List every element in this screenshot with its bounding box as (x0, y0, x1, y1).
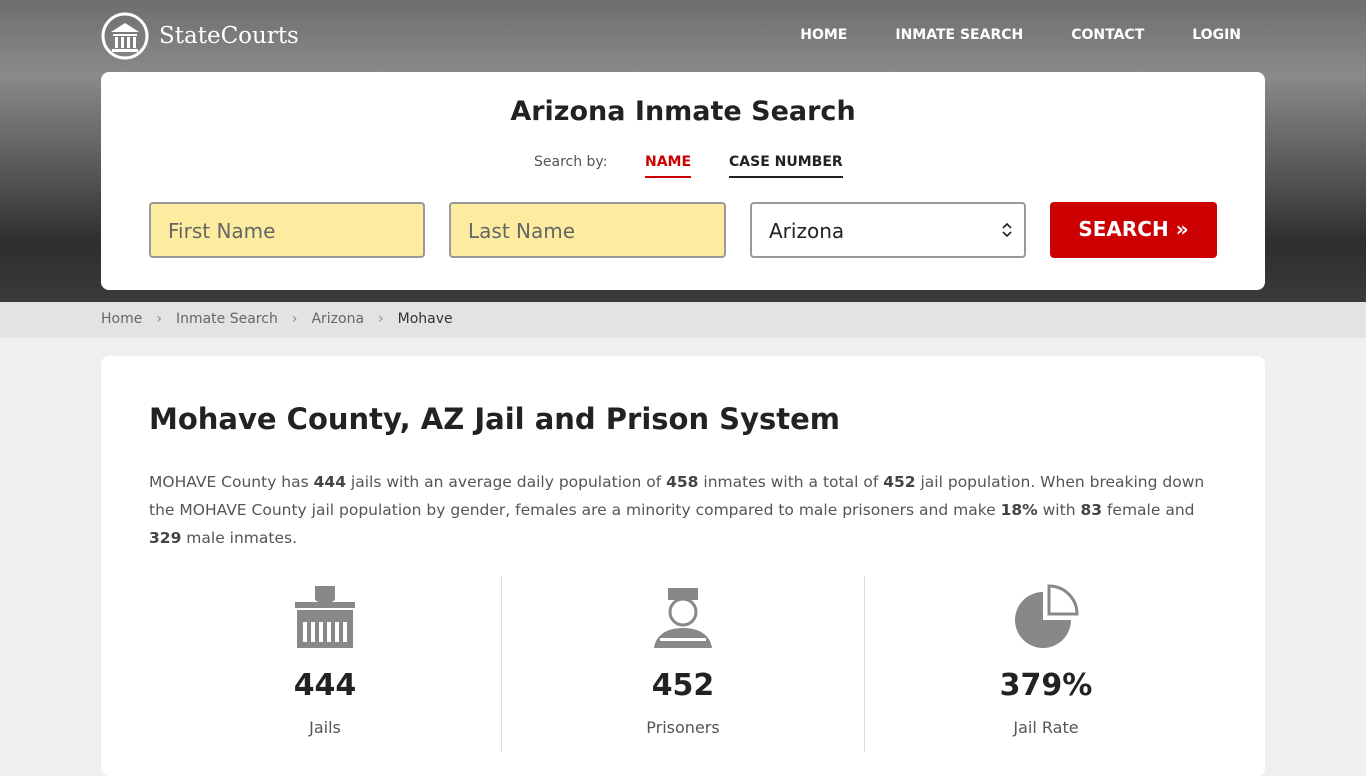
stat-jail-rate: 379% Jail Rate (865, 576, 1227, 752)
paragraph-segment: male inmates. (181, 529, 297, 547)
stat-value: 444 (293, 668, 357, 703)
paragraph-segment: 458 (666, 473, 699, 491)
breadcrumb-link[interactable]: Home (101, 311, 143, 327)
stat-jails: 444 Jails (149, 576, 501, 752)
paragraph-segment: inmates with a total of (698, 473, 884, 491)
search-title: Arizona Inmate Search (510, 96, 856, 127)
search-by-label: Search by: (534, 154, 608, 170)
search-card: Arizona Inmate Search Search by: NAME CA… (101, 72, 1265, 290)
state-value: Arizona (769, 219, 845, 243)
logo-icon (101, 12, 149, 60)
select-arrow (1002, 222, 1012, 238)
search-button-label: SEARCH (1078, 217, 1169, 241)
tab-name[interactable]: NAME (645, 154, 692, 178)
breadcrumb: Home › Inmate Search › Arizona › Mohave (0, 302, 1366, 338)
logo-text: StateCourts (159, 23, 299, 49)
hero-banner: StateCourts HOME INMATE SEARCH CONTACT LOGI… (0, 0, 1366, 302)
paragraph-segment: 18% (1000, 501, 1038, 519)
breadcrumb-link[interactable]: Arizona (311, 311, 365, 327)
paragraph-segment: 452 (883, 473, 916, 491)
stat-label: Jail Rate (1013, 718, 1079, 737)
nav-link[interactable]: LOGIN (1192, 27, 1241, 43)
search-button[interactable]: SEARCH » (1050, 202, 1217, 258)
last-name-input[interactable]: Last Name (449, 202, 726, 258)
stat-label: Prisoners (646, 718, 720, 737)
stat-value: 379% (999, 668, 1093, 703)
logo[interactable]: StateCourts (101, 12, 299, 60)
breadcrumb-link[interactable]: Inmate Search (175, 311, 278, 327)
state-select[interactable]: Arizona (750, 202, 1026, 258)
nav-link[interactable]: HOME (800, 27, 848, 43)
prisoner-icon (654, 588, 712, 648)
paragraph-segment: 444 (313, 473, 346, 491)
breadcrumb-current: Mohave (397, 311, 453, 327)
first-name-input[interactable]: First Name (149, 202, 425, 258)
paragraph-segment: MOHAVE County has (149, 473, 314, 491)
paragraph-segment: jail population. When breaking down the … (149, 473, 1205, 519)
paragraph-segment: 83 (1080, 501, 1103, 519)
rate-icon (1015, 584, 1079, 648)
nav: HOME INMATE SEARCH CONTACT LOGIN (800, 27, 1241, 43)
button-chevrons: » (1175, 217, 1189, 241)
paragraph-segment: jails with an average daily population o… (345, 473, 667, 491)
paragraph-segment: 329 (149, 529, 182, 547)
nav-link[interactable]: CONTACT (1071, 27, 1145, 43)
jail-icon (295, 586, 355, 648)
paragraph-segment: female and (1102, 501, 1195, 519)
content-title: Mohave County, AZ Jail and Prison System (149, 402, 840, 436)
stat-label: Jails (309, 718, 341, 737)
content-card: Mohave County, AZ Jail and Prison System… (101, 356, 1265, 776)
tab-case-number[interactable]: CASE NUMBER (729, 154, 843, 178)
breadcrumb-separator: › (291, 311, 298, 327)
breadcrumb-separator: › (156, 311, 162, 327)
stat-value: 452 (651, 668, 715, 703)
paragraph-segment: with (1037, 501, 1081, 519)
content-paragraph: MOHAVE County has 444 jails with an aver… (149, 468, 1219, 552)
breadcrumb-separator: › (378, 311, 384, 327)
stat-prisoners: 452 Prisoners (501, 576, 865, 752)
nav-link[interactable]: INMATE SEARCH (895, 27, 1024, 43)
